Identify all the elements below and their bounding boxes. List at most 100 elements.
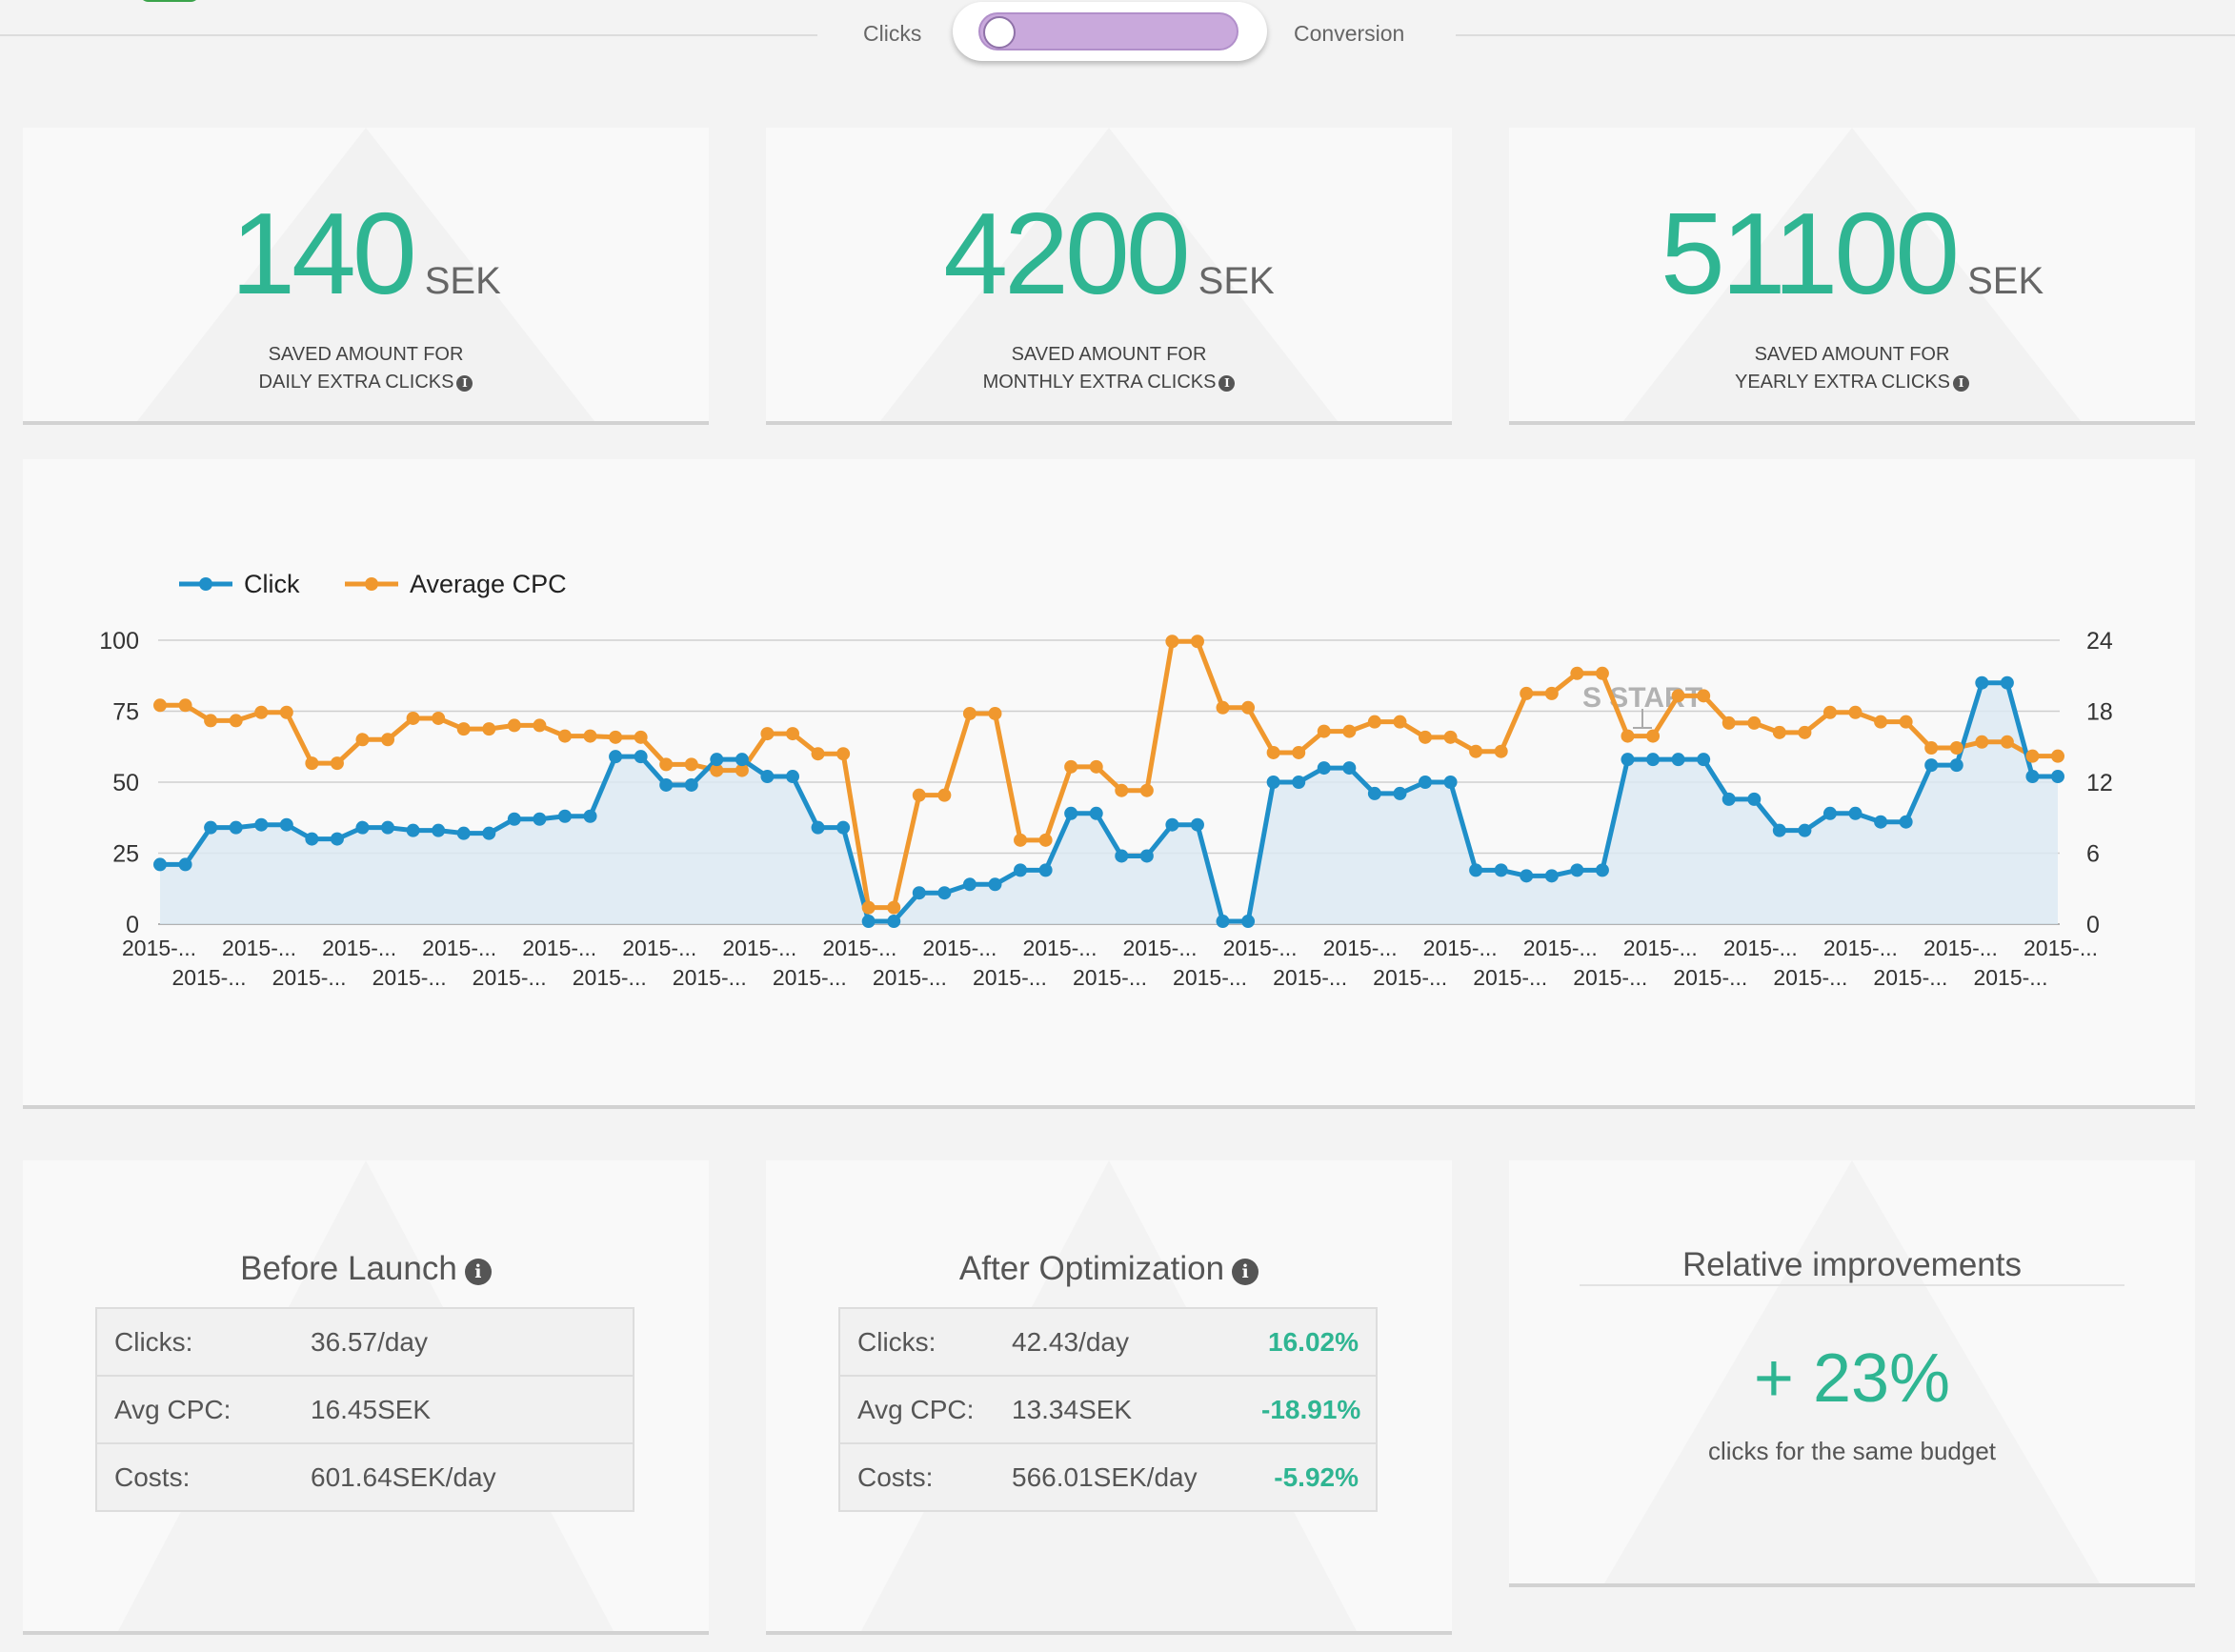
y-tick-label-right: 18	[2086, 699, 2113, 726]
avg-cpc-point	[735, 763, 749, 777]
click-point	[912, 886, 926, 900]
x-tick-label: 2015-...	[272, 965, 347, 990]
kpi-yearly-value: 51100 SEK	[1509, 195, 2195, 312]
click-point	[634, 750, 648, 764]
x-tick-label: 2015-...	[372, 965, 447, 990]
avg-cpc-point	[507, 718, 521, 733]
row-change-percent: 16.02%	[1268, 1326, 1359, 1357]
avg-cpc-point	[1038, 833, 1053, 847]
click-point	[153, 857, 167, 872]
avg-cpc-point	[1621, 729, 1635, 743]
toggle-label-clicks[interactable]: Clicks	[863, 21, 922, 46]
row-value: 566.01SEK/day	[1012, 1461, 1198, 1492]
click-point	[2025, 770, 2040, 784]
click-point	[583, 809, 597, 823]
click-point	[456, 826, 471, 840]
avg-cpc-point	[1089, 759, 1103, 774]
y-tick-label-right: 6	[2086, 841, 2100, 868]
relative-improvements-title: Relative improvements	[1682, 1246, 2022, 1283]
clicks-cpc-chart[interactable]: 0 0 25 6 50 12 75 18 100 24 2015-... 2015-... 2015-.…	[23, 459, 2195, 1109]
click-point	[1697, 753, 1711, 767]
toggle-track[interactable]	[978, 12, 1238, 50]
avg-cpc-point	[1520, 686, 1534, 700]
click-point	[836, 820, 851, 835]
x-tick-label: 2015-...	[822, 936, 896, 960]
kpi-unit: SEK	[1967, 260, 2044, 302]
avg-cpc-point	[684, 757, 698, 772]
row-value: 42.43/day	[1012, 1326, 1129, 1357]
click-point	[1848, 806, 1862, 820]
toggle-label-conversion[interactable]: Conversion	[1294, 21, 1405, 46]
x-tick-label: 2015-...	[222, 936, 296, 960]
click-point	[1544, 869, 1559, 883]
avg-cpc-point	[1165, 635, 1179, 649]
avg-cpc-point	[1848, 705, 1862, 719]
before-launch-table: Clicks: 36.57/day Avg CPC: 16.45SEK Costs:…	[95, 1307, 634, 1512]
start-marker	[1633, 709, 1652, 729]
click-point	[1393, 786, 1407, 800]
metric-toggle[interactable]	[953, 2, 1267, 61]
x-tick-label: 2015-...	[422, 936, 496, 960]
avg-cpc-point	[1722, 715, 1736, 730]
click-point	[659, 777, 674, 792]
row-value: 13.34SEK	[1012, 1394, 1133, 1424]
x-tick-label: 2015-...	[172, 965, 247, 990]
avg-cpc-point	[2000, 735, 2014, 749]
after-optimization-card: After Optimization i Clicks: 42.43/day 16.0…	[766, 1160, 1452, 1635]
x-tick-label: 2015-...	[473, 965, 547, 990]
click-point	[684, 777, 698, 792]
avg-cpc-point	[962, 706, 977, 720]
table-row: Costs: 566.01SEK/day -5.92%	[838, 1442, 1378, 1512]
avg-cpc-point	[1443, 730, 1458, 744]
avg-cpc-point	[887, 900, 901, 915]
avg-cpc-point	[355, 733, 370, 747]
panel-title-text: After Optimization	[958, 1250, 1225, 1287]
info-icon[interactable]: i	[1953, 375, 1969, 392]
info-icon[interactable]: i	[1232, 1259, 1259, 1285]
kpi-caption-line2: YEARLY EXTRA CLICKS	[1734, 372, 1950, 393]
avg-cpc-point	[1393, 715, 1407, 729]
info-icon[interactable]: i	[456, 375, 473, 392]
avg-cpc-point	[1949, 740, 1963, 755]
info-icon[interactable]: i	[1218, 375, 1236, 392]
avg-cpc-point	[2025, 749, 2040, 763]
click-point	[330, 832, 344, 846]
click-point	[279, 817, 293, 832]
table-row: Clicks: 42.43/day 16.02%	[838, 1307, 1378, 1377]
avg-cpc-point	[1317, 724, 1331, 738]
click-point	[1722, 792, 1736, 806]
kpi-number: 4200	[943, 189, 1190, 318]
click-point	[1419, 776, 1432, 789]
avg-cpc-point	[710, 763, 724, 777]
click-point	[2000, 675, 2014, 690]
avg-cpc-point	[1747, 715, 1762, 730]
info-icon[interactable]: i	[464, 1259, 492, 1285]
click-point	[988, 877, 1002, 892]
kpi-monthly-caption: SAVED AMOUNT FOR MONTHLY EXTRA CLICKS i	[766, 341, 1452, 396]
avg-cpc-point	[811, 747, 825, 761]
click-point	[1798, 823, 1812, 837]
x-tick-label: 2015-...	[922, 936, 997, 960]
avg-cpc-point	[1494, 744, 1508, 758]
before-launch-title: Before Launch i	[23, 1250, 709, 1288]
avg-cpc-point	[406, 711, 420, 725]
toggle-knob[interactable]	[983, 16, 1016, 49]
click-point	[1292, 776, 1306, 789]
avg-cpc-point	[634, 730, 648, 744]
table-row: Avg CPC: 13.34SEK -18.91%	[838, 1375, 1378, 1444]
click-point	[1038, 863, 1053, 877]
click-point	[710, 753, 724, 767]
y-tick-label-right: 12	[2086, 770, 2113, 796]
click-point	[1949, 758, 1963, 773]
kpi-daily-value: 140 SEK	[23, 195, 709, 312]
avg-cpc-point	[1570, 666, 1584, 680]
click-point	[1165, 817, 1179, 832]
after-optimization-title: After Optimization i	[766, 1250, 1452, 1288]
chart-card: 0 0 25 6 50 12 75 18 100 24 2015-... 2015-... 2015-.…	[23, 459, 2195, 1109]
before-launch-card: Before Launch i Clicks: 36.57/day Avg CPC:…	[23, 1160, 709, 1635]
y-tick-label-right: 0	[2086, 912, 2100, 938]
x-tick-label: 2015-...	[2024, 936, 2098, 960]
relative-improvement-caption: clicks for the same budget	[1707, 1437, 1997, 1465]
click-point	[861, 915, 876, 929]
x-tick-label: 2015-...	[1673, 965, 1747, 990]
